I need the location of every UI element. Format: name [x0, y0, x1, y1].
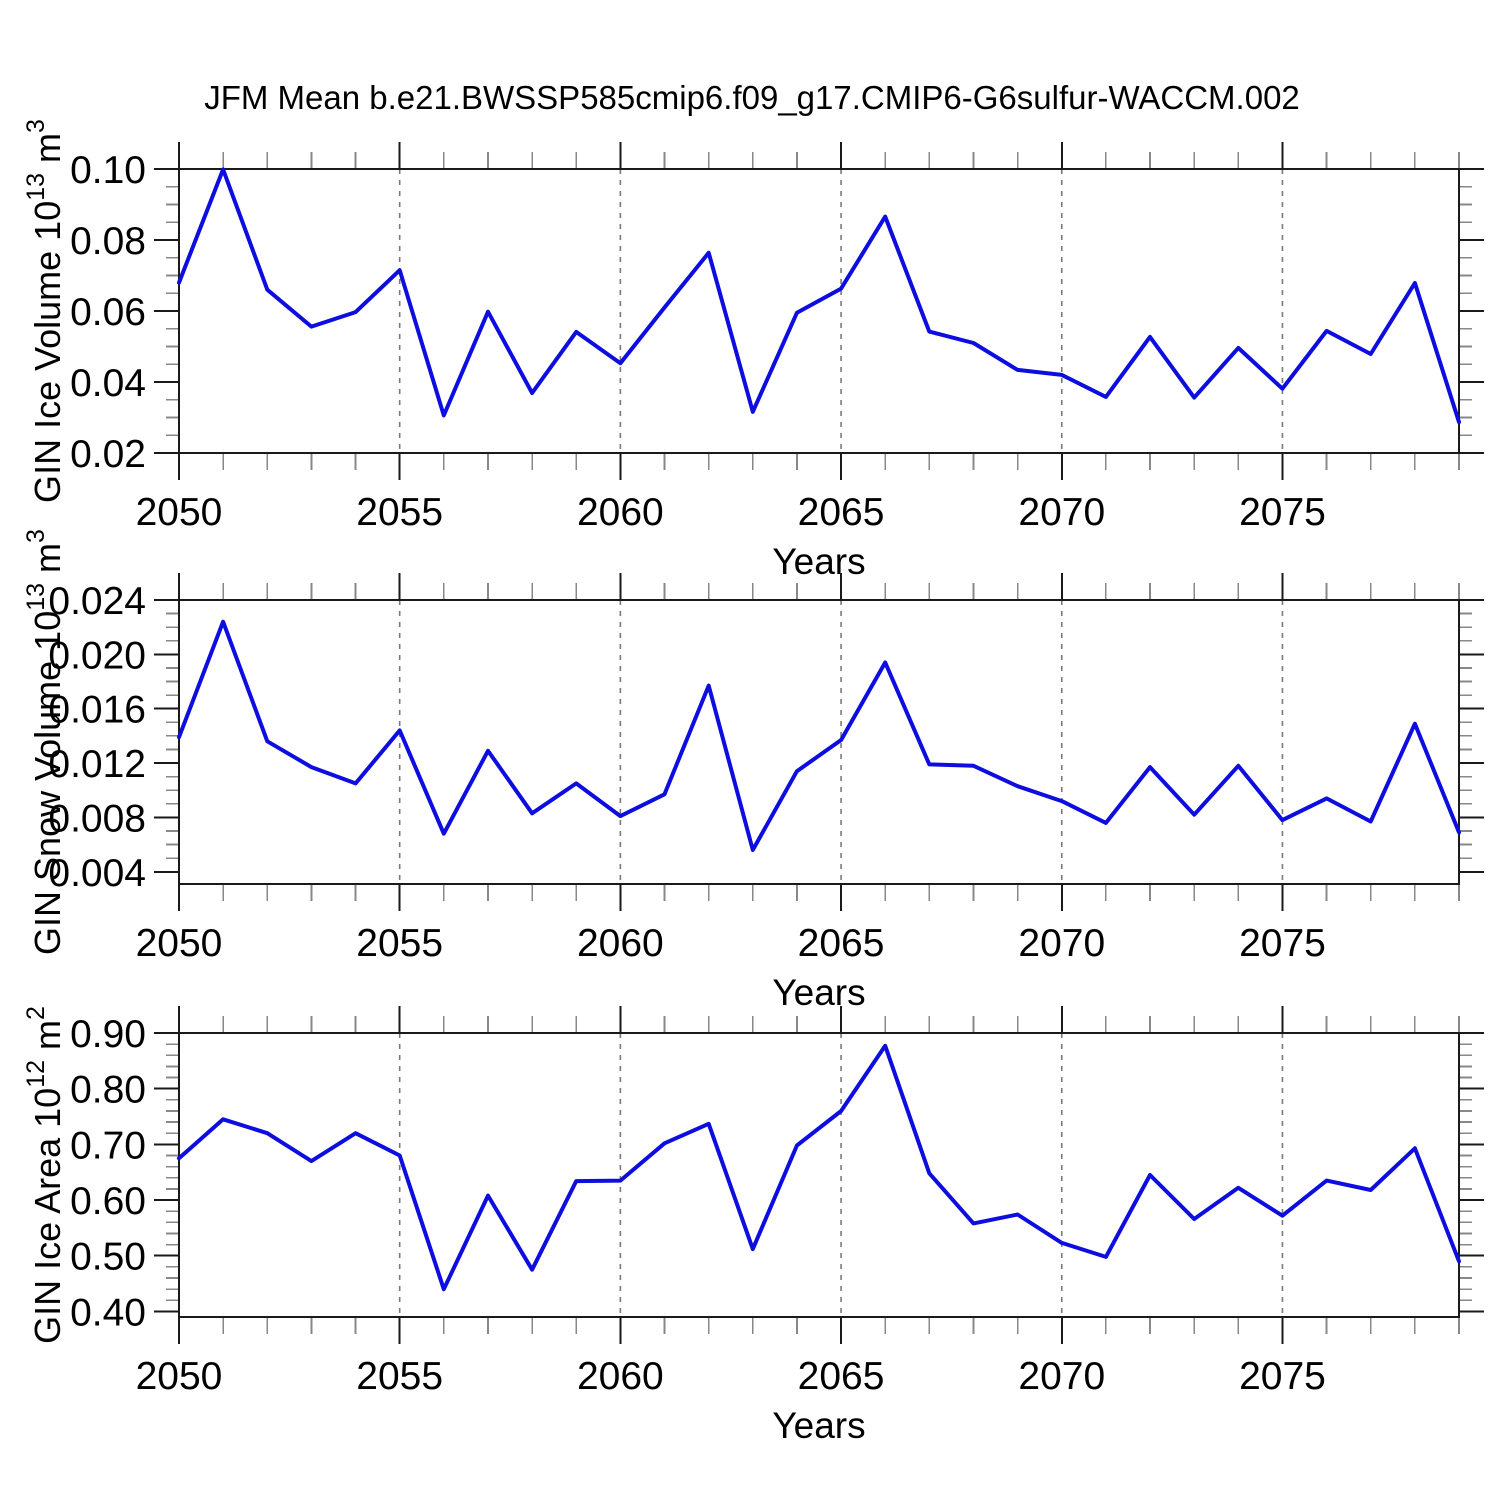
x-tick-label: 2050: [136, 491, 223, 534]
x-gridlines: [398, 600, 1284, 884]
y-tick-label: 0.02: [70, 433, 146, 476]
y-tick-label: 0.06: [70, 291, 146, 334]
x-tick-label: 2050: [136, 1355, 223, 1398]
y-tick-label: 0.008: [48, 797, 146, 840]
y-ticks: [154, 1032, 1484, 1313]
plot-box: [178, 599, 1460, 885]
series-line: [177, 619, 1461, 852]
y-tick-label: 0.60: [70, 1180, 146, 1223]
y-tick-label: 0.70: [70, 1124, 146, 1167]
x-tick-label: 2065: [798, 491, 885, 534]
x-tick-label: 2075: [1239, 1355, 1326, 1398]
x-tick-label: 2060: [577, 1355, 664, 1398]
x-tick-label: 2065: [798, 922, 885, 965]
x-tick-label: 2070: [1018, 922, 1105, 965]
y-tick-label: 0.50: [70, 1236, 146, 1279]
x-tick-label: 2075: [1239, 922, 1326, 965]
panel-gin-snow-volume: 0.004 0.008 0.012 0.016 0.020 0.024 2050 2055 20…: [22, 529, 1484, 1013]
y-tick-label: 0.08: [70, 220, 146, 263]
panel-gin-ice-area: 0.40 0.50 0.60 0.70 0.80 0.90 2050 2055 2060 2065…: [22, 1006, 1484, 1446]
series-line: [177, 167, 1461, 425]
y-tick-label: 0.012: [48, 743, 146, 786]
y-ticks: [154, 168, 1484, 454]
y-tick-label: 0.40: [70, 1291, 146, 1334]
y-tick-label: 0.80: [70, 1069, 146, 1112]
y-tick-label: 0.024: [48, 580, 146, 623]
x-ticks: [178, 1006, 1460, 1344]
x-tick-label: 2070: [1018, 1355, 1105, 1398]
x-ticks: [178, 573, 1460, 911]
x-axis-title: Years: [772, 541, 865, 582]
x-axis-title: Years: [772, 972, 865, 1013]
x-gridlines: [398, 169, 1284, 453]
plot-box: [178, 168, 1460, 454]
x-tick-label: 2075: [1239, 491, 1326, 534]
y-ticks: [154, 599, 1484, 873]
x-axis-title: Years: [772, 1405, 865, 1446]
y-axis-title: GIN Ice Area 1012​ m2​: [22, 1006, 68, 1344]
y-axis-title: GIN Snow Volume 1013​ m3​: [22, 529, 68, 955]
y-tick-label: 0.004: [48, 852, 146, 895]
x-tick-label: 2055: [356, 491, 443, 534]
x-tick-label: 2060: [577, 922, 664, 965]
panel-gin-ice-volume: 0.02 0.04 0.06 0.08 0.10 2050 2055 2060 2065 2070…: [22, 119, 1484, 582]
plot-box: [178, 1032, 1460, 1318]
x-tick-label: 2060: [577, 491, 664, 534]
y-tick-label: 0.10: [70, 149, 146, 192]
y-axis-title: GIN Ice Volume 1013​ m3​: [22, 119, 68, 503]
series-line: [177, 1043, 1461, 1292]
x-tick-label: 2070: [1018, 491, 1105, 534]
x-gridlines: [398, 1033, 1284, 1317]
y-tick-label: 0.020: [48, 634, 146, 677]
x-ticks: [178, 142, 1460, 480]
x-tick-label: 2055: [356, 922, 443, 965]
chart-title: JFM Mean b.e21.BWSSP585cmip6.f09_g17.CMI…: [204, 79, 1300, 116]
x-tick-label: 2065: [798, 1355, 885, 1398]
y-tick-label: 0.04: [70, 362, 146, 405]
y-tick-label: 0.016: [48, 689, 146, 732]
y-tick-label: 0.90: [70, 1013, 146, 1056]
x-tick-label: 2055: [356, 1355, 443, 1398]
x-tick-label: 2050: [136, 922, 223, 965]
